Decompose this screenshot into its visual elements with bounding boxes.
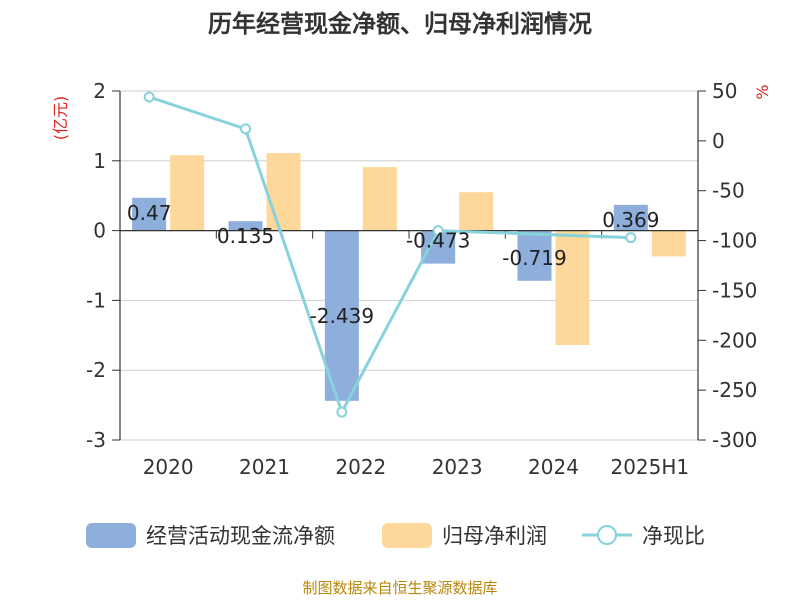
left-tick-label: -2 xyxy=(86,358,106,382)
bar-0-0 xyxy=(132,197,167,231)
bar-value-label-1: 0.135 xyxy=(217,224,274,248)
bar-0-3 xyxy=(421,230,456,264)
ratio-point-2 xyxy=(336,406,348,418)
right-tick-label: -250 xyxy=(712,378,757,402)
bar-value-label-5: 0.369 xyxy=(602,208,659,232)
ratio-point-0 xyxy=(143,91,155,103)
ratio-point-1 xyxy=(240,123,251,135)
legend-label-0: 经营活动现金流净额 xyxy=(146,524,335,548)
ratio-point-5 xyxy=(625,232,637,244)
right-tick-label: -300 xyxy=(712,428,757,452)
category-label: 2021 xyxy=(239,455,290,479)
legend-label-1: 归母净利润 xyxy=(442,524,547,548)
bar-value-label-4: -0.719 xyxy=(502,246,566,270)
legend-swatch-1 xyxy=(382,523,432,548)
category-label: 2022 xyxy=(335,455,386,479)
bar-value-label-2: -2.439 xyxy=(310,304,374,328)
right-tick-label: -50 xyxy=(712,179,745,203)
category-label: 2025H1 xyxy=(610,455,689,479)
legend: 经营活动现金流净额 归母净利润 净现比 xyxy=(86,523,705,548)
ratio-point-3 xyxy=(432,225,444,237)
chart-title: 历年经营现金净额、归母净利润情况 xyxy=(208,10,592,38)
left-axis-unit: (亿元) xyxy=(51,96,70,141)
category-label: 2023 xyxy=(432,455,483,479)
ratio-line xyxy=(143,91,637,418)
bar-value-label-0: 0.47 xyxy=(127,201,172,225)
left-tick-label: -1 xyxy=(86,288,106,312)
right-tick-label: 50 xyxy=(712,79,737,103)
right-tick-label: -100 xyxy=(712,229,757,253)
left-tick-label: 0 xyxy=(93,219,106,243)
bar-0-4 xyxy=(517,230,552,281)
right-tick-label: -150 xyxy=(712,278,757,302)
source-note: 制图数据来自恒生聚源数据库 xyxy=(302,579,497,597)
data-labels: 0.47 0.135 -2.439 -0.473 -0.719 0.369 xyxy=(127,201,660,328)
tick-labels: 2 1 0 -1 -2 -3 50 0 -50 -100 -150 -200 -250 -300 2020 2… xyxy=(86,79,757,479)
right-axis-unit: % xyxy=(753,84,772,99)
bar-0-2 xyxy=(324,230,359,401)
axes xyxy=(112,90,706,441)
right-tick-label: -200 xyxy=(712,328,757,352)
bar-1-0 xyxy=(170,155,205,231)
category-label: 2024 xyxy=(528,455,579,479)
bar-1-4 xyxy=(555,230,590,346)
bar-1-3 xyxy=(459,192,494,231)
legend-label-2: 净现比 xyxy=(642,524,705,548)
bars xyxy=(132,153,686,401)
legend-swatch-marker xyxy=(597,525,617,545)
left-tick-label: -3 xyxy=(86,428,106,452)
left-tick-label: 2 xyxy=(93,79,106,103)
right-tick-label: 0 xyxy=(712,129,725,153)
grid xyxy=(120,90,698,441)
bar-1-1 xyxy=(266,153,301,231)
category-label: 2020 xyxy=(143,455,194,479)
bar-1-5 xyxy=(651,230,686,257)
bar-1-2 xyxy=(362,167,397,231)
legend-swatch-0 xyxy=(86,523,136,548)
bar-value-label-3: -0.473 xyxy=(406,229,470,253)
bar-0-5 xyxy=(613,204,648,231)
left-tick-label: 1 xyxy=(93,149,106,173)
bar-0-1 xyxy=(228,221,263,231)
